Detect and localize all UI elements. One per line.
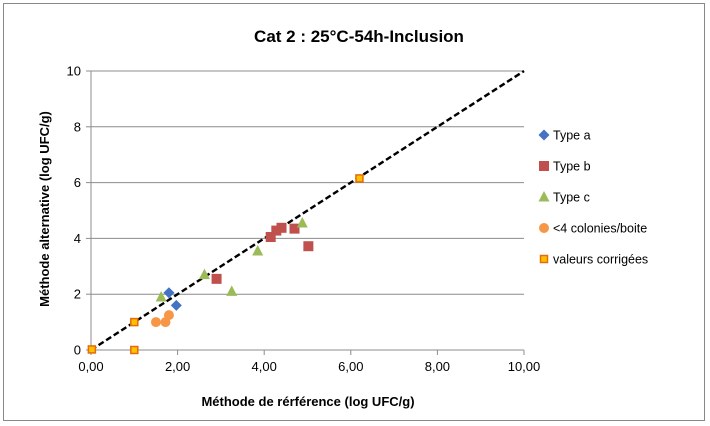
reference-line xyxy=(90,69,525,352)
legend: Type a Type b Type c <4 colonies/boite valeu… xyxy=(538,129,648,267)
data-point-circle xyxy=(150,317,161,328)
data-point-diamond xyxy=(163,287,175,299)
legend-label: Type a xyxy=(553,129,591,143)
y-tick-label: 8 xyxy=(74,119,81,134)
legend-label: <4 colonies/boite xyxy=(553,222,647,236)
gridlines xyxy=(91,70,524,295)
legend-marker xyxy=(538,191,550,202)
scatter-chart: Cat 2 : 25°C-54h-Inclusion 0 2 4 6 8 10 0,00 2,… xyxy=(37,27,648,409)
data-point-square-small xyxy=(355,174,364,183)
legend-label: Type b xyxy=(553,160,591,174)
data-point-square xyxy=(211,273,222,284)
data-point-diamond xyxy=(170,299,182,311)
data-point-square xyxy=(271,225,282,236)
x-tick-label: 10,00 xyxy=(508,359,541,374)
x-axis-label: Méthode de rérférence (log UFC/g) xyxy=(201,394,414,409)
data-point-triangle xyxy=(155,290,167,302)
legend-label: Type c xyxy=(553,191,590,205)
data-point-circle xyxy=(163,310,174,321)
data-points xyxy=(87,174,364,355)
data-point-square-small xyxy=(130,317,139,327)
data-point-square-small xyxy=(130,345,139,355)
data-point-square xyxy=(303,241,314,252)
data-point-square xyxy=(276,222,287,233)
x-tick-label: 0,00 xyxy=(78,359,103,374)
legend-label: valeurs corrigées xyxy=(553,253,648,267)
x-tick-label: 2,00 xyxy=(165,359,190,374)
legend-marker xyxy=(539,223,549,233)
y-tick-label: 10 xyxy=(67,64,81,79)
legend-marker xyxy=(539,161,549,171)
legend-marker xyxy=(539,254,549,264)
y-tick-label: 6 xyxy=(74,175,81,190)
x-tick-label: 6,00 xyxy=(338,359,363,374)
data-point-triangle xyxy=(252,244,264,256)
y-tick-label: 0 xyxy=(74,343,81,358)
chart-title: Cat 2 : 25°C-54h-Inclusion xyxy=(254,27,464,46)
data-point-triangle xyxy=(226,285,238,296)
data-point-square xyxy=(265,232,276,243)
tick-labels: 0 2 4 6 8 10 0,00 2,00 4,00 6,00 8,00 10,00 xyxy=(67,64,541,375)
y-tick-label: 2 xyxy=(74,287,81,302)
y-tick-label: 4 xyxy=(74,231,81,246)
reference-line-group xyxy=(90,69,525,352)
data-point-triangle xyxy=(198,268,210,280)
x-tick-label: 4,00 xyxy=(252,359,277,374)
data-point-triangle xyxy=(296,217,308,228)
legend-marker xyxy=(538,129,550,141)
y-axis-label: Méthode alternative (log UFC/g) xyxy=(37,111,52,307)
data-point-square-small xyxy=(87,345,97,354)
chart-frame: Cat 2 : 25°C-54h-Inclusion 0 2 4 6 8 10 0,00 2,… xyxy=(3,3,705,421)
data-point-square xyxy=(289,223,300,234)
x-tick-label: 8,00 xyxy=(425,359,450,374)
